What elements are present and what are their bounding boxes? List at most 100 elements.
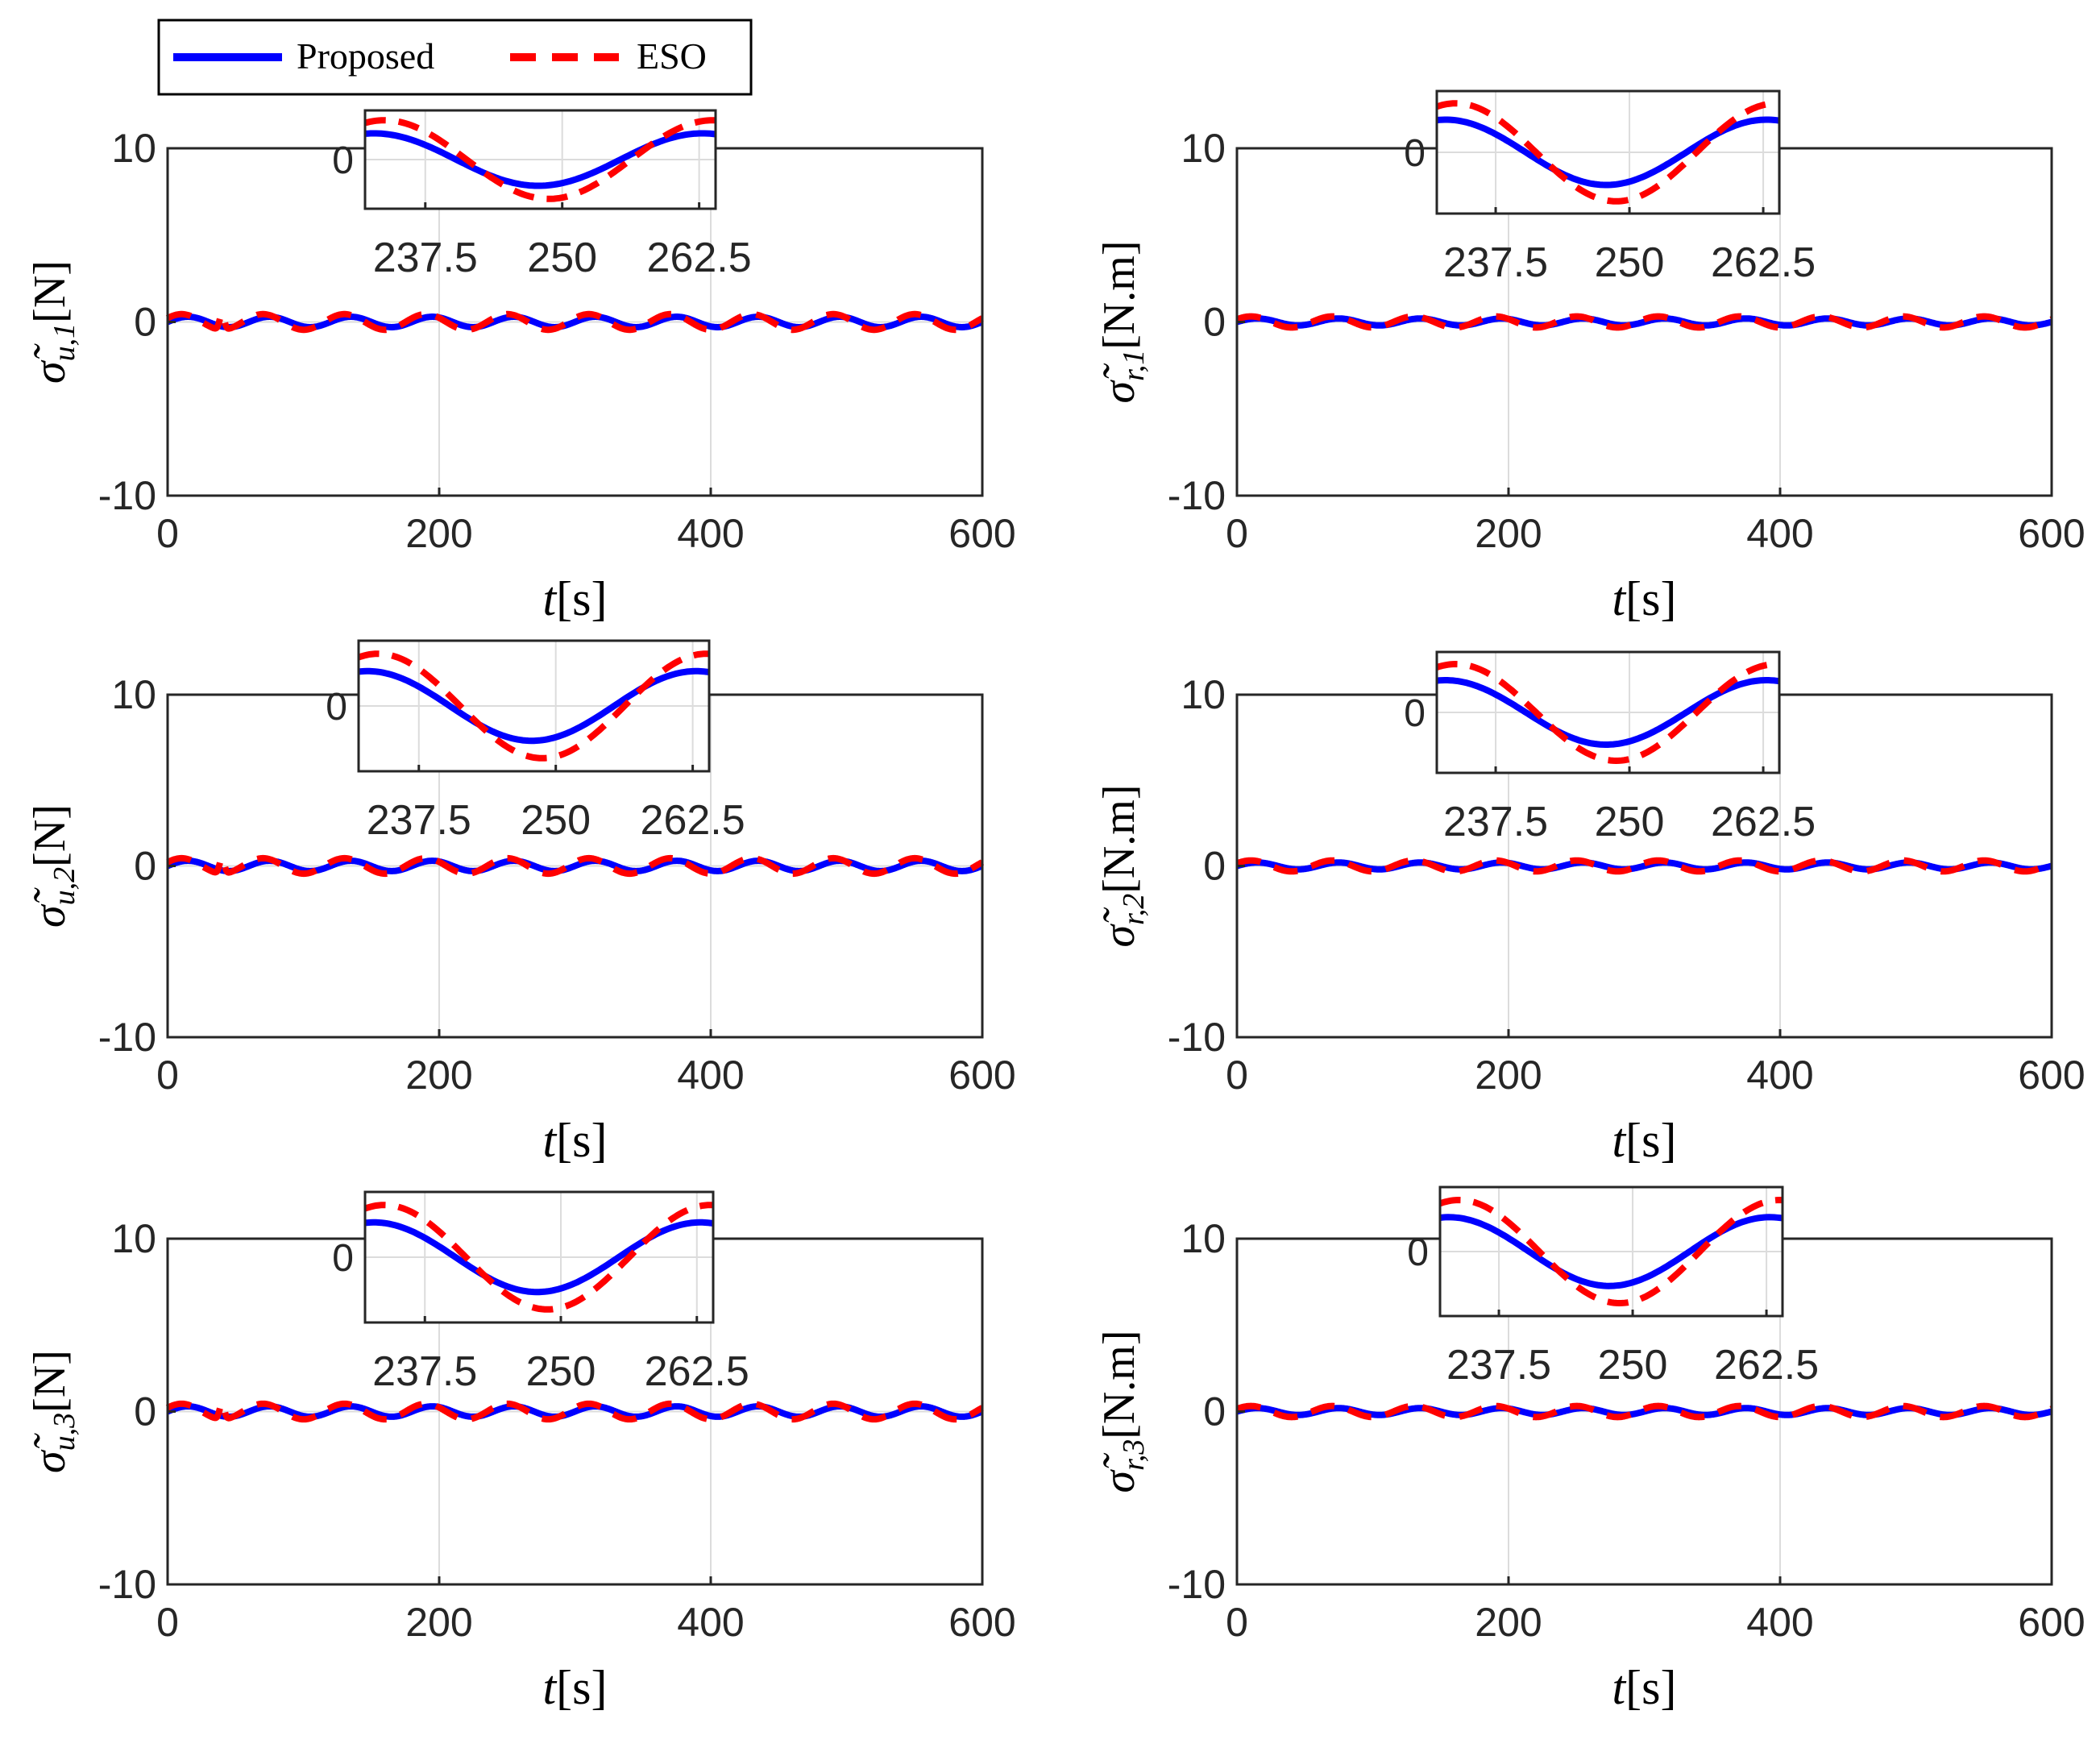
x-axis-label: t[s]: [1612, 1114, 1677, 1167]
x-tick-label: 0: [1226, 511, 1248, 556]
y-axis-unit: [N.m]: [1094, 241, 1144, 350]
x-tick-label: 0: [156, 1053, 179, 1098]
x-tick-label: 600: [2018, 1053, 2085, 1098]
inset-r1: 237.5 250 262.5 0: [1404, 89, 1816, 286]
y-tick-label: 10: [1181, 1216, 1226, 1261]
series-eso-line: [1234, 313, 2055, 331]
y-tick-label: 10: [1181, 672, 1226, 717]
x-tick-label: 200: [1475, 1053, 1542, 1098]
series-eso-line: [1234, 1402, 2055, 1421]
inset-x-tick-label: 250: [526, 1348, 596, 1395]
inset-x-tick-label: 250: [1598, 1342, 1668, 1389]
inset-frame: [1435, 89, 1781, 215]
y-axis-unit: [N]: [25, 804, 75, 867]
y-tick-label: 0: [1203, 844, 1226, 889]
inset-eso-line: [1435, 100, 1780, 205]
y-axis-subscript: u,1: [48, 323, 81, 362]
inset-x-tick-label: 262.5: [645, 1348, 749, 1395]
y-tick-label: -10: [98, 473, 156, 518]
inset-x-tick-label: 250: [527, 235, 597, 281]
x-tick-label: 200: [405, 1600, 472, 1645]
y-tick-label: 0: [134, 844, 156, 889]
y-tick-label: -10: [1168, 1562, 1226, 1607]
inset-frame: [363, 109, 717, 210]
y-tick-label: -10: [98, 1562, 156, 1607]
inset-x-tick-label: 262.5: [1714, 1342, 1819, 1389]
y-tick-label: -10: [1168, 1015, 1226, 1060]
x-axis-variable: t: [543, 1661, 558, 1714]
y-axis-label: σ̃r,2[N.m]: [1094, 785, 1151, 948]
x-tick-label: 600: [2018, 511, 2085, 556]
y-axis-label: σ̃u,3[N]: [25, 1350, 81, 1473]
y-axis-unit: [N.m]: [1094, 785, 1144, 894]
x-tick-label: 400: [677, 1600, 744, 1645]
y-tick-label: 10: [1181, 126, 1226, 171]
x-axis-label: t[s]: [1612, 1661, 1677, 1714]
y-axis-subscript: r,3: [1117, 1439, 1151, 1471]
y-tick-label: 0: [134, 1389, 156, 1435]
inset-frame: [357, 639, 711, 773]
inset-y-tick-label: 0: [326, 686, 347, 729]
inset-y-tick-label: 0: [1404, 132, 1426, 175]
legend: Proposed ESO: [157, 19, 753, 96]
legend-proposed-label: Proposed: [297, 35, 434, 77]
x-tick-label: 400: [677, 1053, 744, 1098]
x-tick-label: 600: [2018, 1600, 2085, 1645]
x-axis-label: t[s]: [1612, 572, 1677, 625]
inset-y-tick-label: 0: [332, 139, 354, 182]
series-eso-line: [164, 854, 986, 878]
x-tick-label: 0: [156, 511, 179, 556]
y-axis-label: σ̃u,2[N]: [25, 804, 81, 928]
x-axis-unit: [s]: [556, 1114, 607, 1167]
inset-proposed-line: [364, 130, 716, 189]
inset-u1: 237.5 250 262.5 0: [332, 109, 752, 281]
inset-eso-line: [363, 1202, 714, 1313]
inset-x-tick-label: 237.5: [1446, 1342, 1551, 1389]
y-tick-label: 10: [111, 672, 156, 717]
series-eso-line: [1234, 857, 2055, 875]
inset-x-tick-label: 262.5: [1711, 239, 1816, 286]
x-axis-unit: [s]: [556, 1661, 607, 1714]
legend-eso-label: ESO: [637, 35, 707, 77]
y-tick-label: 0: [1203, 300, 1226, 345]
x-tick-label: 400: [1746, 1600, 1813, 1645]
inset-x-tick-label: 237.5: [1443, 799, 1548, 845]
inset-y-tick-label: 0: [1407, 1231, 1429, 1274]
x-axis-variable: t: [1612, 572, 1627, 625]
x-axis-variable: t: [543, 1114, 558, 1167]
x-axis-label: t[s]: [543, 1661, 608, 1714]
y-axis-subscript: r,2: [1117, 894, 1151, 925]
inset-x-tick-label: 262.5: [1711, 799, 1816, 845]
series-eso-line: [164, 310, 986, 334]
inset-x-tick-label: 262.5: [641, 797, 745, 844]
x-axis-label: t[s]: [543, 1114, 608, 1167]
y-axis-label: σ̃u,1[N]: [25, 260, 81, 384]
inset-eso-line: [1435, 660, 1780, 765]
inset-x-tick-label: 262.5: [647, 235, 752, 281]
inset-x-tick-label: 250: [1595, 799, 1665, 845]
y-tick-label: -10: [98, 1015, 156, 1060]
inset-eso-line: [357, 650, 710, 762]
x-axis-unit: [s]: [1625, 1114, 1676, 1167]
x-tick-label: 200: [1475, 1600, 1542, 1645]
inset-frame: [363, 1190, 715, 1324]
inset-y-tick-label: 0: [1404, 692, 1426, 735]
x-tick-label: 400: [1746, 511, 1813, 556]
x-axis-unit: [s]: [1625, 572, 1676, 625]
y-axis-unit: [N]: [25, 260, 75, 323]
inset-x-tick-label: 237.5: [372, 1348, 477, 1395]
inset-r2: 237.5 250 262.5 0: [1404, 650, 1816, 845]
x-tick-label: 0: [1226, 1053, 1248, 1098]
y-tick-label: 0: [134, 300, 156, 345]
inset-frame: [1438, 1185, 1784, 1318]
x-axis-variable: t: [1612, 1114, 1627, 1167]
x-axis-unit: [s]: [1625, 1661, 1676, 1714]
y-axis-unit: [N]: [25, 1350, 75, 1413]
y-axis-label: σ̃r,3[N.m]: [1094, 1331, 1151, 1493]
inset-u2: 237.5 250 262.5 0: [326, 639, 745, 844]
